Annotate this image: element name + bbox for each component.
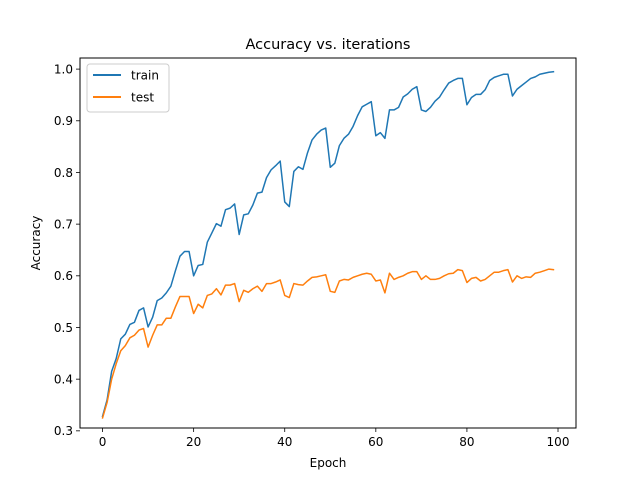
x-tick-label: 40 (277, 435, 292, 449)
series-layer (101, 70, 555, 419)
series-line-train (101, 70, 555, 418)
y-tick-label: 0.6 (54, 269, 73, 283)
series-line-test (101, 268, 555, 419)
y-tick-label: 0.3 (54, 424, 73, 438)
x-tick-label: 60 (368, 435, 383, 449)
legend: train test (86, 63, 170, 113)
y-tick-label: 0.8 (54, 166, 73, 180)
x-tick-label: 0 (99, 435, 107, 449)
x-tick-label: 20 (186, 435, 201, 449)
legend-label-test: test (131, 91, 154, 105)
y-tick-label: 0.4 (54, 372, 73, 386)
x-axis-label: Epoch (310, 456, 347, 470)
y-tick-label: 0.9 (54, 114, 73, 128)
x-axis: 0 20 40 60 80 100 (99, 428, 570, 449)
legend-label-train: train (131, 69, 159, 83)
y-tick-label: 1.0 (54, 62, 73, 76)
y-tick-label: 0.7 (54, 217, 73, 231)
x-tick-label: 100 (547, 435, 570, 449)
chart-title: Accuracy vs. iterations (246, 37, 411, 53)
plot-frame (79, 57, 577, 429)
y-axis-label: Accuracy (29, 216, 43, 271)
y-axis: 0.3 0.4 0.5 0.6 0.7 0.8 0.9 1.0 (54, 62, 80, 438)
y-tick-label: 0.5 (54, 321, 73, 335)
x-tick-label: 80 (459, 435, 474, 449)
